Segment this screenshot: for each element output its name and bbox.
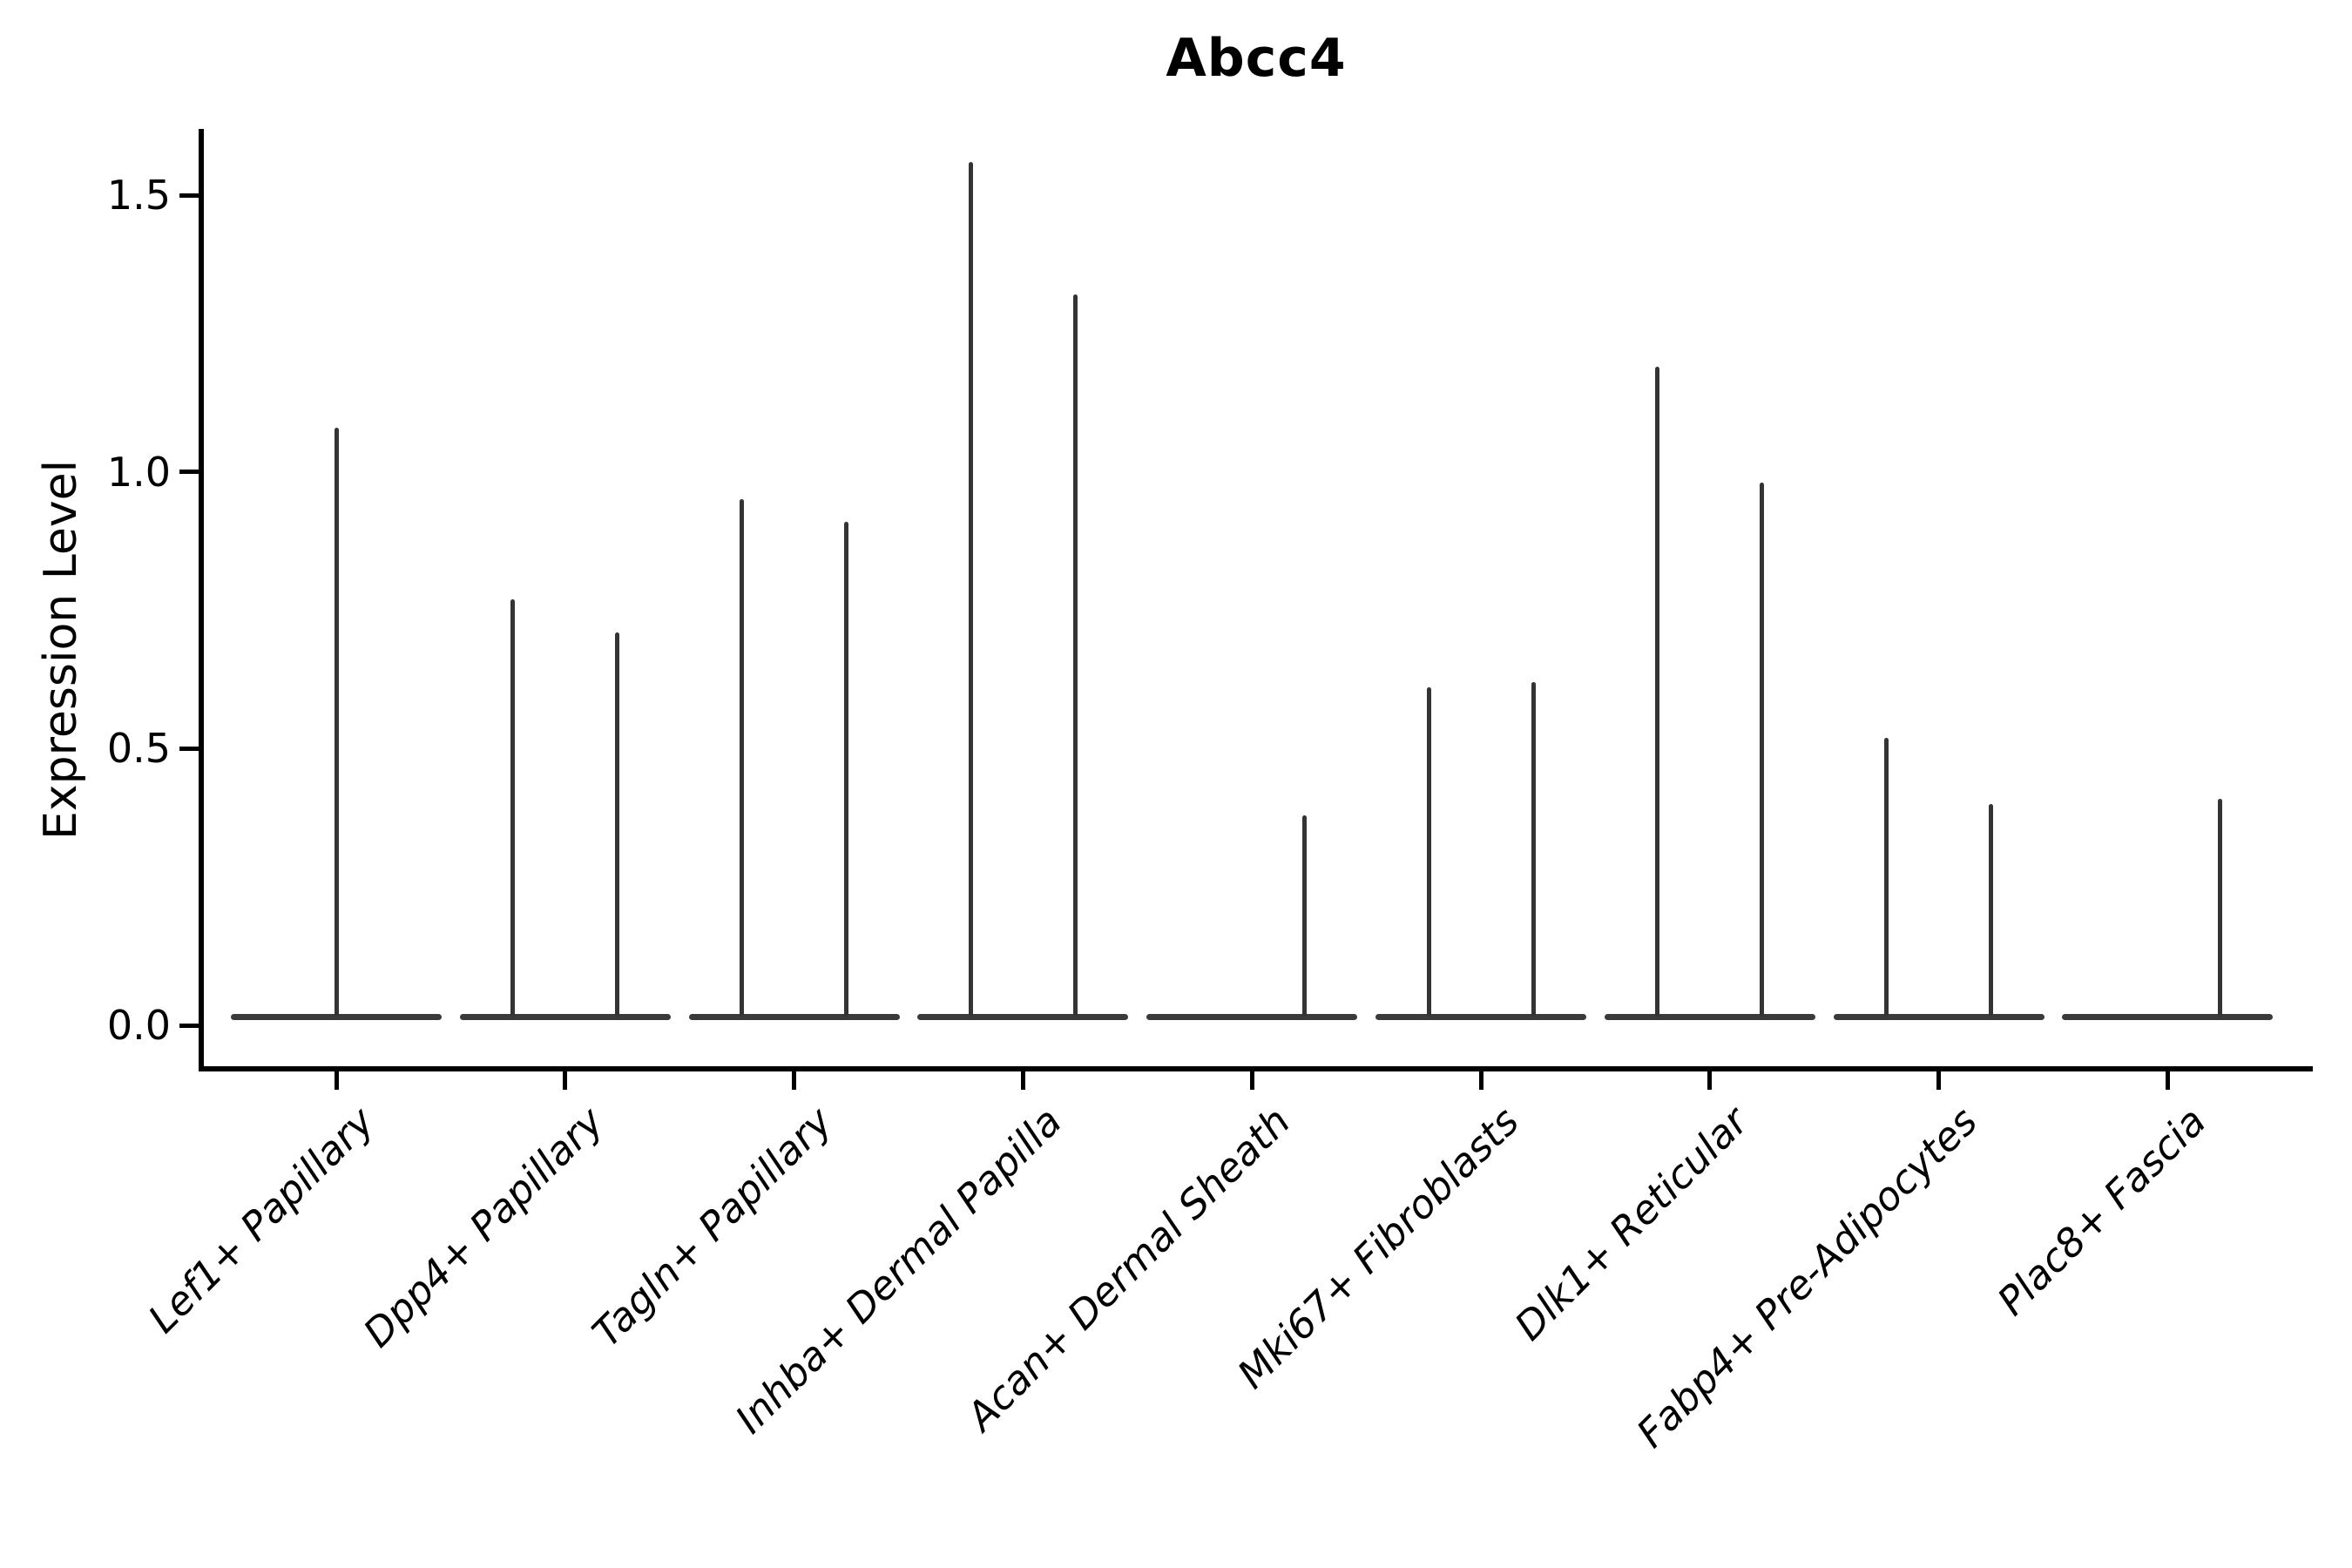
x-tick-mark (1249, 1069, 1254, 1090)
y-tick-label: 1.0 (106, 448, 171, 496)
y-tick-label: 0.5 (106, 725, 171, 773)
y-tick-label: 1.5 (106, 172, 171, 220)
x-tick-label: Lef1+ Papillary (139, 1098, 384, 1342)
violin-spike (1760, 483, 1765, 1017)
x-axis-spine (199, 1066, 2313, 1071)
chart-title: Abcc4 (1166, 28, 1347, 89)
y-axis-spine (199, 129, 204, 1071)
violin-baseline (2062, 1013, 2274, 1020)
x-tick-label: Dlk1+ Reticular (1505, 1098, 1757, 1349)
violin-spike (844, 521, 849, 1017)
x-tick-mark (563, 1069, 568, 1090)
x-tick-mark (334, 1069, 339, 1090)
violin-spike (334, 427, 339, 1017)
y-tick-mark (179, 470, 199, 475)
x-tick-mark (2165, 1069, 2170, 1090)
x-tick-label: Tagln+ Papillary (583, 1098, 841, 1356)
y-tick-mark (179, 746, 199, 751)
violin-spike (2217, 798, 2222, 1017)
violin-spike (1884, 737, 1889, 1017)
violin-spike (968, 161, 973, 1017)
violin-spike (1655, 366, 1660, 1017)
x-tick-mark (1478, 1069, 1484, 1090)
y-tick-mark (179, 193, 199, 198)
violin-baseline (459, 1013, 671, 1020)
y-tick-label: 0.0 (106, 1002, 171, 1049)
x-tick-label: Dpp4+ Papillary (354, 1098, 612, 1356)
violin-spike (510, 598, 516, 1017)
x-tick-mark (1707, 1069, 1713, 1090)
y-axis-label: Expression Level (35, 459, 87, 841)
violin-baseline (1146, 1013, 1358, 1020)
violin-baseline (231, 1013, 442, 1020)
violin-spike (1989, 803, 1994, 1017)
violin-spike (1072, 294, 1078, 1017)
x-tick-mark (1936, 1069, 1942, 1090)
y-tick-mark (179, 1023, 199, 1028)
violin-spike (615, 632, 620, 1017)
x-tick-mark (1020, 1069, 1025, 1090)
violin-baseline (1833, 1013, 2044, 1020)
x-tick-mark (792, 1069, 797, 1090)
violin-spike (1531, 682, 1536, 1017)
violin-spike (1301, 814, 1307, 1017)
x-tick-label: Plac8+ Fascia (1988, 1098, 2215, 1325)
violin-baseline (1375, 1013, 1586, 1020)
violin-baseline (1604, 1013, 1815, 1020)
violin-baseline (917, 1013, 1129, 1020)
violin-spike (1426, 687, 1431, 1017)
violin-spike (740, 499, 745, 1017)
violin-baseline (688, 1013, 900, 1020)
